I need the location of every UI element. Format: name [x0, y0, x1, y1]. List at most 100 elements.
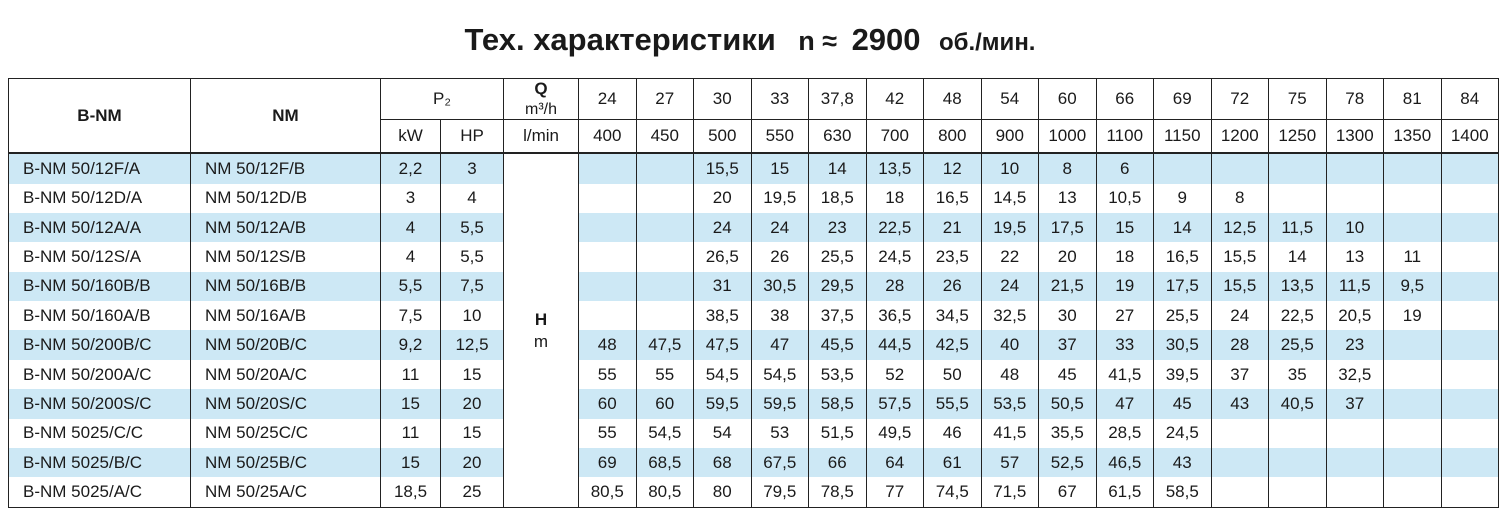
head-value-cell: 80,5 — [635, 477, 695, 509]
table-row: B-NM 50/160A/B NM 50/16A/B 7,5 10 38,5 38 37,5… — [8, 301, 1500, 331]
flow-lmin-cell: 1350 — [1383, 119, 1442, 154]
head-value-cell — [1383, 418, 1442, 449]
head-value-cell: 46,5 — [1095, 448, 1155, 478]
head-value-cell: 18 — [1095, 242, 1155, 272]
power-hp-cell: 15 — [439, 359, 505, 390]
head-value-cell: 30 — [1038, 301, 1097, 331]
flow-m3h-cell: 27 — [635, 78, 695, 120]
model-nm-cell: NM 50/20A/C — [190, 359, 381, 390]
head-value-cell — [1268, 448, 1327, 478]
head-value-cell: 54,5 — [635, 418, 695, 449]
head-value-cell: 47 — [1095, 389, 1155, 419]
head-value-cell: 24,5 — [1153, 418, 1212, 449]
h-label: H — [534, 309, 548, 329]
flow-m3h-cell: 66 — [1095, 78, 1155, 120]
head-value-cell: 68 — [693, 448, 752, 478]
head-value-cell: 31 — [693, 271, 752, 302]
col-header-q: Q m³/h — [503, 78, 580, 120]
head-value-cell — [1440, 448, 1500, 478]
head-value-cell: 45,5 — [808, 330, 867, 360]
head-value-cell: 23 — [808, 212, 867, 243]
head-value-cell: 13,5 — [865, 153, 925, 184]
head-value-cell: 17,5 — [1153, 271, 1212, 302]
head-value-cell: 32,5 — [1325, 359, 1385, 390]
head-value-cell: 64 — [865, 448, 925, 478]
head-value-cell — [635, 183, 695, 213]
head-value-cell: 19,5 — [980, 212, 1040, 243]
head-value-cell: 69 — [578, 448, 637, 478]
head-value-cell: 18 — [865, 183, 925, 213]
head-value-cell: 15,5 — [1210, 242, 1270, 272]
table-row: B-NM 50/12A/A NM 50/12A/B 4 5,5 24 24 23 22,5 21… — [8, 212, 1500, 243]
head-value-cell: 80,5 — [578, 477, 637, 509]
head-value-cell — [635, 212, 695, 243]
head-value-cell: 37,5 — [808, 301, 867, 331]
power-kw-cell: 11 — [380, 418, 441, 449]
head-value-cell: 23 — [1325, 330, 1385, 360]
head-value-cell — [1325, 183, 1385, 213]
model-bnm-cell: B-NM 50/200A/C — [8, 359, 191, 390]
table-row: B-NM 50/12S/A NM 50/12S/B 4 5,5 26,5 26 25,5 24… — [8, 242, 1500, 272]
table-row: B-NM 50/160B/B NM 50/16B/B 5,5 7,5 31 30,5 29,… — [8, 271, 1500, 302]
head-value-cell — [635, 301, 695, 331]
flow-lmin-cell: 1300 — [1325, 119, 1385, 154]
head-value-cell — [1440, 153, 1500, 184]
q-unit-m3h: m³/h — [525, 101, 558, 118]
head-value-cell: 26 — [750, 242, 810, 272]
head-value-cell: 11,5 — [1325, 271, 1385, 302]
head-value-cell: 52,5 — [1038, 448, 1097, 478]
head-value-cell: 50,5 — [1038, 389, 1097, 419]
head-value-cell — [1440, 301, 1500, 331]
head-value-cell: 55 — [578, 359, 637, 390]
flow-m3h-cell: 72 — [1210, 78, 1270, 120]
head-value-cell — [578, 212, 637, 243]
head-value-cell: 10,5 — [1095, 183, 1155, 213]
head-value-cell: 32,5 — [980, 301, 1040, 331]
head-value-cell: 25,5 — [808, 242, 867, 272]
head-value-cell: 50 — [923, 359, 982, 390]
table-row: B-NM 50/200S/C NM 50/20S/C 15 20 60 60 59,5 59,… — [8, 389, 1500, 419]
power-kw-cell: 11 — [380, 359, 441, 390]
head-value-cell: 77 — [865, 477, 925, 509]
head-value-cell: 15 — [750, 153, 810, 184]
head-value-cell: 24 — [980, 271, 1040, 302]
head-value-cell: 59,5 — [750, 389, 810, 419]
power-hp-cell: 20 — [439, 389, 505, 419]
flow-lmin-cell: 630 — [808, 119, 867, 154]
head-value-cell: 38 — [750, 301, 810, 331]
flow-m3h-cell: 78 — [1325, 78, 1385, 120]
power-hp-cell: 5,5 — [439, 212, 505, 243]
head-value-cell: 60 — [578, 389, 637, 419]
head-value-cell: 9,5 — [1383, 271, 1442, 302]
head-value-cell — [1210, 448, 1270, 478]
head-value-cell: 40,5 — [1268, 389, 1327, 419]
model-nm-cell: NM 50/12S/B — [190, 242, 381, 272]
model-bnm-cell: B-NM 50/12D/A — [8, 183, 191, 213]
flow-lmin-cell: 400 — [578, 119, 637, 154]
head-value-cell: 38,5 — [693, 301, 752, 331]
head-value-cell: 68,5 — [635, 448, 695, 478]
head-value-cell: 43 — [1153, 448, 1212, 478]
table-row: B-NM 5025/B/C NM 50/25B/C 15 20 69 68,5 68 67,5… — [8, 448, 1500, 478]
head-value-cell: 35 — [1268, 359, 1327, 390]
head-value-cell: 13 — [1038, 183, 1097, 213]
table-header: B-NM NM P₂ Q m³/h 24 27 30 33 37,8 42 48 54 60 66… — [8, 78, 1500, 154]
head-value-cell — [1440, 330, 1500, 360]
head-value-cell: 20 — [1038, 242, 1097, 272]
head-value-cell: 26,5 — [693, 242, 752, 272]
model-bnm-cell: B-NM 50/12F/A — [8, 153, 191, 184]
head-value-cell: 49,5 — [865, 418, 925, 449]
head-value-cell: 11,5 — [1268, 212, 1327, 243]
head-value-cell: 23,5 — [923, 242, 982, 272]
head-value-cell: 61,5 — [1095, 477, 1155, 509]
flow-lmin-cell: 700 — [865, 119, 925, 154]
head-value-cell: 14 — [808, 153, 867, 184]
flow-m3h-cell: 24 — [578, 78, 637, 120]
head-value-cell: 55 — [635, 359, 695, 390]
flow-lmin-cell: 1000 — [1038, 119, 1097, 154]
head-value-cell: 14 — [1268, 242, 1327, 272]
head-value-cell: 45 — [1038, 359, 1097, 390]
head-value-cell: 11 — [1383, 242, 1442, 272]
head-value-cell: 15,5 — [693, 153, 752, 184]
